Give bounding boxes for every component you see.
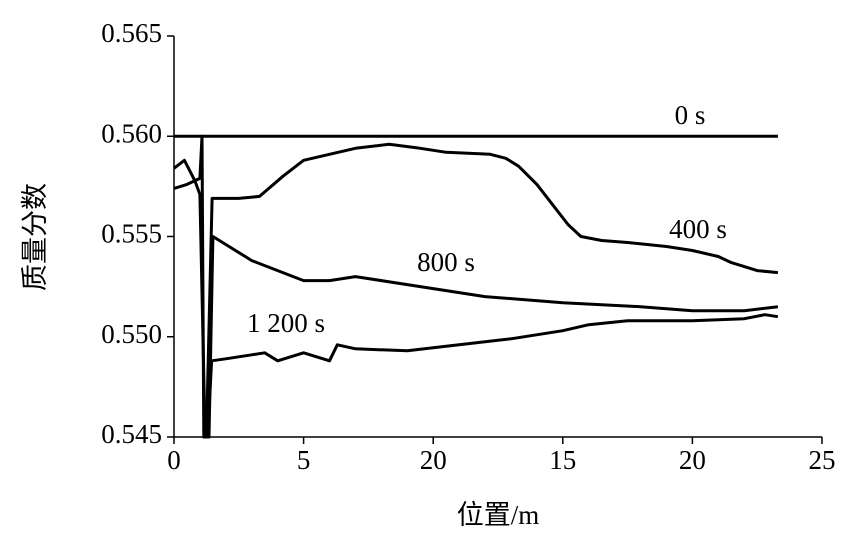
y-tick-label: 0.550 [101, 319, 162, 349]
y-tick-label: 0.565 [101, 18, 162, 48]
series-label: 800 s [417, 247, 475, 277]
y-tick-label: 0.555 [101, 219, 162, 249]
series-label: 400 s [669, 214, 727, 244]
series-line [173, 134, 779, 439]
x-tick-label: 5 [297, 445, 311, 475]
y-axis-label: 质量分数 [20, 183, 50, 291]
x-tick-label: 15 [549, 445, 576, 475]
y-tick-label: 0.545 [101, 419, 162, 449]
x-tick-label: 0 [167, 445, 181, 475]
series-line [206, 313, 779, 438]
y-tick-label: 0.560 [101, 118, 162, 148]
series-label: 1 200 s [247, 308, 325, 338]
x-axis-label: 位置/m [457, 500, 540, 530]
x-tick-label: 20 [420, 445, 447, 475]
series-label: 0 s [675, 100, 706, 130]
x-tick-label: 20 [679, 445, 706, 475]
series-line [173, 158, 779, 439]
x-tick-label: 25 [809, 445, 836, 475]
